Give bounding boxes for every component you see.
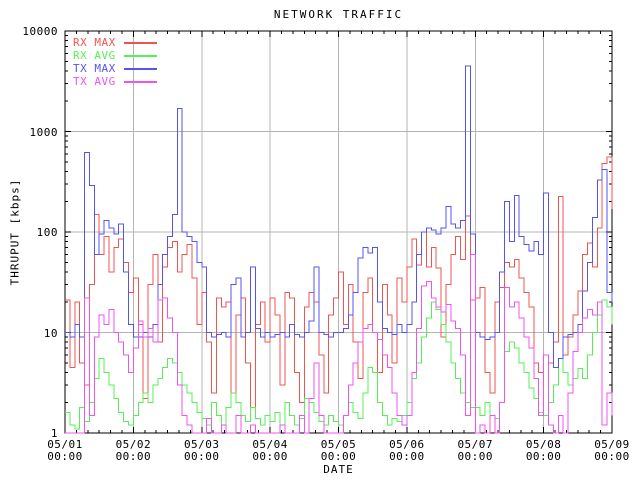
x-tick-label: 05/01 00:00 bbox=[31, 439, 99, 463]
legend-item-tx-avg: TX AVG bbox=[73, 75, 157, 88]
x-tick-time: 00:00 bbox=[320, 450, 357, 463]
legend-item-rx-max: RX MAX bbox=[73, 36, 157, 49]
legend: RX MAX RX AVG TX MAX TX AVG bbox=[73, 36, 157, 88]
x-tick-date: 05/06 bbox=[389, 438, 425, 451]
x-tick-date: 05/02 bbox=[115, 438, 152, 451]
x-tick-date: 05/08 bbox=[525, 438, 562, 451]
x-tick-label: 05/03 00:00 bbox=[168, 439, 236, 463]
x-tick-time: 00:00 bbox=[115, 450, 152, 463]
legend-line-sample bbox=[124, 80, 157, 83]
y-tick-label: 1 bbox=[50, 427, 58, 440]
x-tick-label: 05/06 00:00 bbox=[373, 439, 441, 463]
series-tx-avg bbox=[65, 253, 613, 434]
x-tick-time: 00:00 bbox=[47, 450, 83, 463]
y-tick-label: 10000 bbox=[22, 25, 58, 38]
chart-title: NETWORK TRAFFIC bbox=[273, 8, 404, 21]
x-axis-title: DATE bbox=[323, 463, 354, 476]
legend-line-sample bbox=[124, 54, 157, 57]
legend-item-rx-avg: RX AVG bbox=[73, 49, 157, 62]
x-tick-date: 05/07 bbox=[457, 438, 494, 451]
x-tick-time: 00:00 bbox=[183, 450, 220, 463]
y-tick-label: 10 bbox=[43, 326, 58, 340]
x-tick-time: 00:00 bbox=[252, 450, 288, 463]
legend-item-tx-max: TX MAX bbox=[73, 62, 157, 75]
x-tick-label: 05/04 00:00 bbox=[236, 439, 304, 463]
x-tick-date: 05/04 bbox=[252, 438, 288, 451]
x-tick-label: 05/07 00:00 bbox=[441, 439, 509, 463]
series-tx-max bbox=[65, 65, 613, 368]
x-tick-label: 05/08 00:00 bbox=[510, 439, 578, 463]
legend-label: RX AVG bbox=[73, 49, 116, 62]
x-tick-time: 00:00 bbox=[525, 450, 562, 463]
legend-line-sample bbox=[124, 41, 157, 44]
legend-label: RX MAX bbox=[73, 36, 116, 49]
legend-line-sample bbox=[124, 67, 157, 70]
x-tick-label: 05/09 00:00 bbox=[578, 439, 640, 463]
x-tick-date: 05/03 bbox=[183, 438, 220, 451]
legend-label: TX MAX bbox=[73, 62, 116, 75]
x-tick-time: 00:00 bbox=[389, 450, 425, 463]
y-tick-label: 1000 bbox=[29, 125, 58, 139]
x-tick-date: 05/09 bbox=[594, 438, 630, 451]
x-tick-label: 05/02 00:00 bbox=[99, 439, 167, 463]
x-tick-time: 00:00 bbox=[457, 450, 494, 463]
series-rx-max bbox=[65, 156, 613, 408]
x-tick-time: 00:00 bbox=[594, 450, 630, 463]
y-tick-label: 100 bbox=[36, 226, 58, 239]
x-tick-date: 05/01 bbox=[47, 438, 83, 451]
x-tick-date: 05/05 bbox=[320, 438, 357, 451]
series-rx-avg bbox=[65, 299, 613, 430]
legend-label: TX AVG bbox=[73, 75, 116, 88]
x-tick-label: 05/05 00:00 bbox=[305, 439, 373, 463]
